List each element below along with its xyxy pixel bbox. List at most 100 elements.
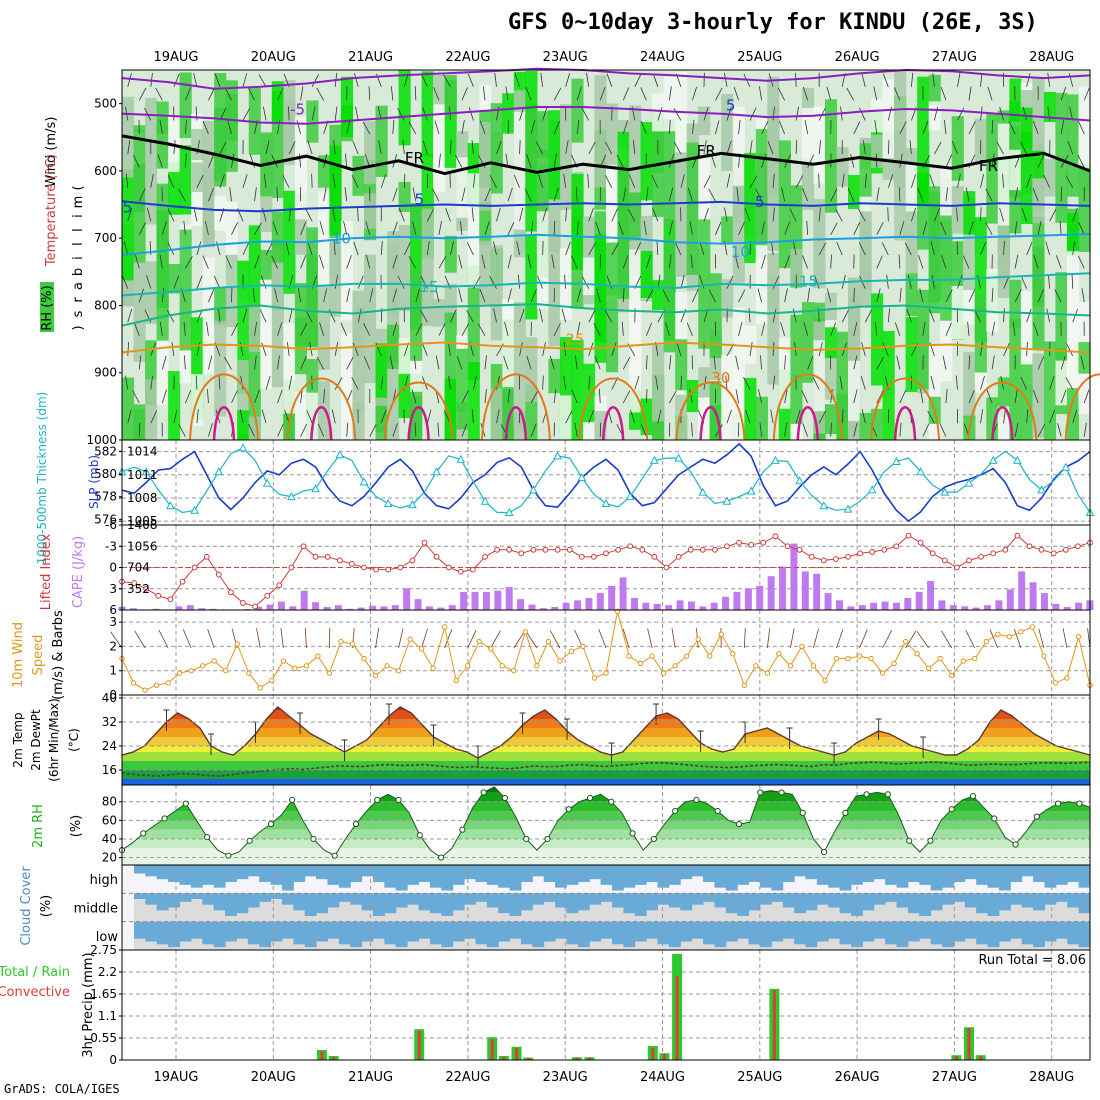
temp-contour--5 [121,67,1091,90]
wind-barb [980,409,984,424]
cloud-cell-high [338,865,351,888]
wind-barb [980,241,987,256]
pressure-axis-char: s [71,310,86,317]
cloud-cell-middle [145,893,158,905]
cloud-cell-middle [873,893,886,905]
temp-contour-25 [121,341,1091,354]
wind-barb [772,308,777,323]
wind-10m-barb [916,631,929,649]
wind-barb [183,321,186,336]
cloud-cover-label-1: Cloud Cover [19,866,34,946]
cloud-cell-middle [1055,893,1068,902]
wind-barb [525,87,532,101]
cloud-cell-low [145,921,158,942]
rh-cell [352,308,365,412]
rh-2m-point [757,789,764,796]
wind-10m-barb [766,628,771,649]
wind-10m-point [1064,675,1070,681]
wind-barb [132,390,140,404]
wind-barb [331,409,336,424]
rh-2m-point [203,833,211,841]
wind-barb [507,221,515,235]
bottom-date-23AUG: 23AUG [543,1070,588,1085]
wind-barb [668,119,671,134]
wind-10m-point [188,668,194,674]
contour-label: 30 [711,369,730,387]
cape-bar [448,605,456,610]
cloud-cell-middle [1067,893,1080,908]
wind-barb [565,207,568,222]
cloud-cell-low [771,921,784,942]
wind-barb [432,188,440,202]
rh-cell [375,343,388,398]
wind-10m-point [1052,680,1059,686]
wind-barb [1080,355,1085,370]
thickness-point [771,455,780,464]
bottom-date-axis: 19AUG 20AUG 21AUG 22AUG 23AUG 24AUG 25AUG 26AUG… [153,1070,1074,1085]
top-date-axis: 19AUG 20AUG 21AUG 22AUG 23AUG 24AUG 25AUG 26AUG… [153,50,1074,65]
wind-10m-barb [1013,628,1022,649]
wind-barb [202,120,209,135]
wind-barb [934,208,940,222]
wind-barb [640,87,647,101]
wind-barb [539,308,544,323]
thickness-point [529,485,538,494]
wind-barb [945,322,952,336]
wind-barb [397,275,405,289]
rh-cell [202,257,215,375]
rh-2m-point [969,793,977,800]
lifted-index-point [990,550,997,557]
thickness-point [892,456,901,466]
wind-barb [784,422,788,437]
wind-barb [282,175,290,188]
wind-barb [138,188,146,202]
cloud-cell-high [577,865,590,882]
wind-barb [748,308,751,323]
wind-barb [392,254,398,269]
wind-barb [772,275,780,289]
wind-barb [873,86,878,101]
wind-barb [473,173,476,188]
cloud-cell-high [475,865,488,882]
cloud-cell-middle [862,893,875,911]
cape-bar [938,600,946,610]
cloud-cell-low [475,921,488,945]
wind-barb [906,308,912,323]
wind-10m-point [776,651,782,657]
wind-barb [804,120,809,134]
wind-10m-barb [398,628,404,649]
cloud-cell-high [532,865,545,877]
cloud-cell-high [782,865,795,882]
wind-barb [1060,389,1067,404]
contour-label: 10 [731,243,750,261]
wind-barb [656,241,659,256]
rh-cell [479,240,492,305]
wind-barb [726,275,734,289]
cloud-cell-middle [907,893,920,914]
rh-cell [629,192,642,241]
rh-2m-point [438,854,445,861]
wind-barb [553,120,560,135]
cloud-cell-high [657,865,670,888]
cloud-cell-high [156,865,169,880]
cloud-cell-middle [509,893,522,916]
wind-barb [893,87,901,101]
wind-barb [968,86,972,101]
wind-barb [493,308,497,323]
wind-10m-barb [256,628,261,649]
cape-bar [312,602,320,610]
wind-barb [208,87,216,101]
cape-bar [482,591,490,610]
cape-bar [847,606,855,610]
rh-cell [836,147,849,187]
wind-10m-point [707,653,713,659]
wind-barb [657,274,661,289]
bottom-date-25AUG: 25AUG [737,1070,782,1085]
page-title: GFS 0~10day 3-hourly for KINDU (26E, 3S) [508,10,1038,35]
wind-barb [507,119,509,134]
wind-tick-3: 3 [109,615,117,629]
rh-cell [260,249,273,281]
temp-contour-20 [121,303,1091,327]
wind-barb [940,221,947,235]
wind-barb [1068,73,1074,87]
